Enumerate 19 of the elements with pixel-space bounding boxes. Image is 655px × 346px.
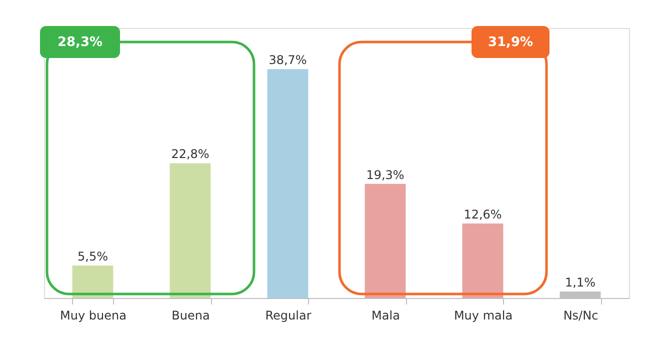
x-tick-label: Mala xyxy=(372,308,400,322)
data-label: 19,3% xyxy=(366,168,404,182)
x-tick-label: Regular xyxy=(265,308,312,322)
x-tick-label: Buena xyxy=(172,308,210,322)
data-label: 12,6% xyxy=(464,208,502,222)
text: 28,3% xyxy=(57,35,103,50)
data-label: 22,8% xyxy=(171,147,210,162)
bar xyxy=(462,224,504,298)
x-tick-label: Muy mala xyxy=(454,308,513,322)
data-label: 5,5% xyxy=(78,249,108,264)
x-tick-label: Ns/Nc xyxy=(563,308,598,322)
bar xyxy=(267,69,308,298)
text: 31,9% xyxy=(488,35,534,50)
bar xyxy=(170,163,211,298)
data-label: 38,7% xyxy=(268,53,307,68)
bar xyxy=(72,265,114,298)
x-tick-label: Muy buena xyxy=(60,308,126,322)
bar xyxy=(364,184,406,298)
data-label: 1,1% xyxy=(565,275,596,290)
